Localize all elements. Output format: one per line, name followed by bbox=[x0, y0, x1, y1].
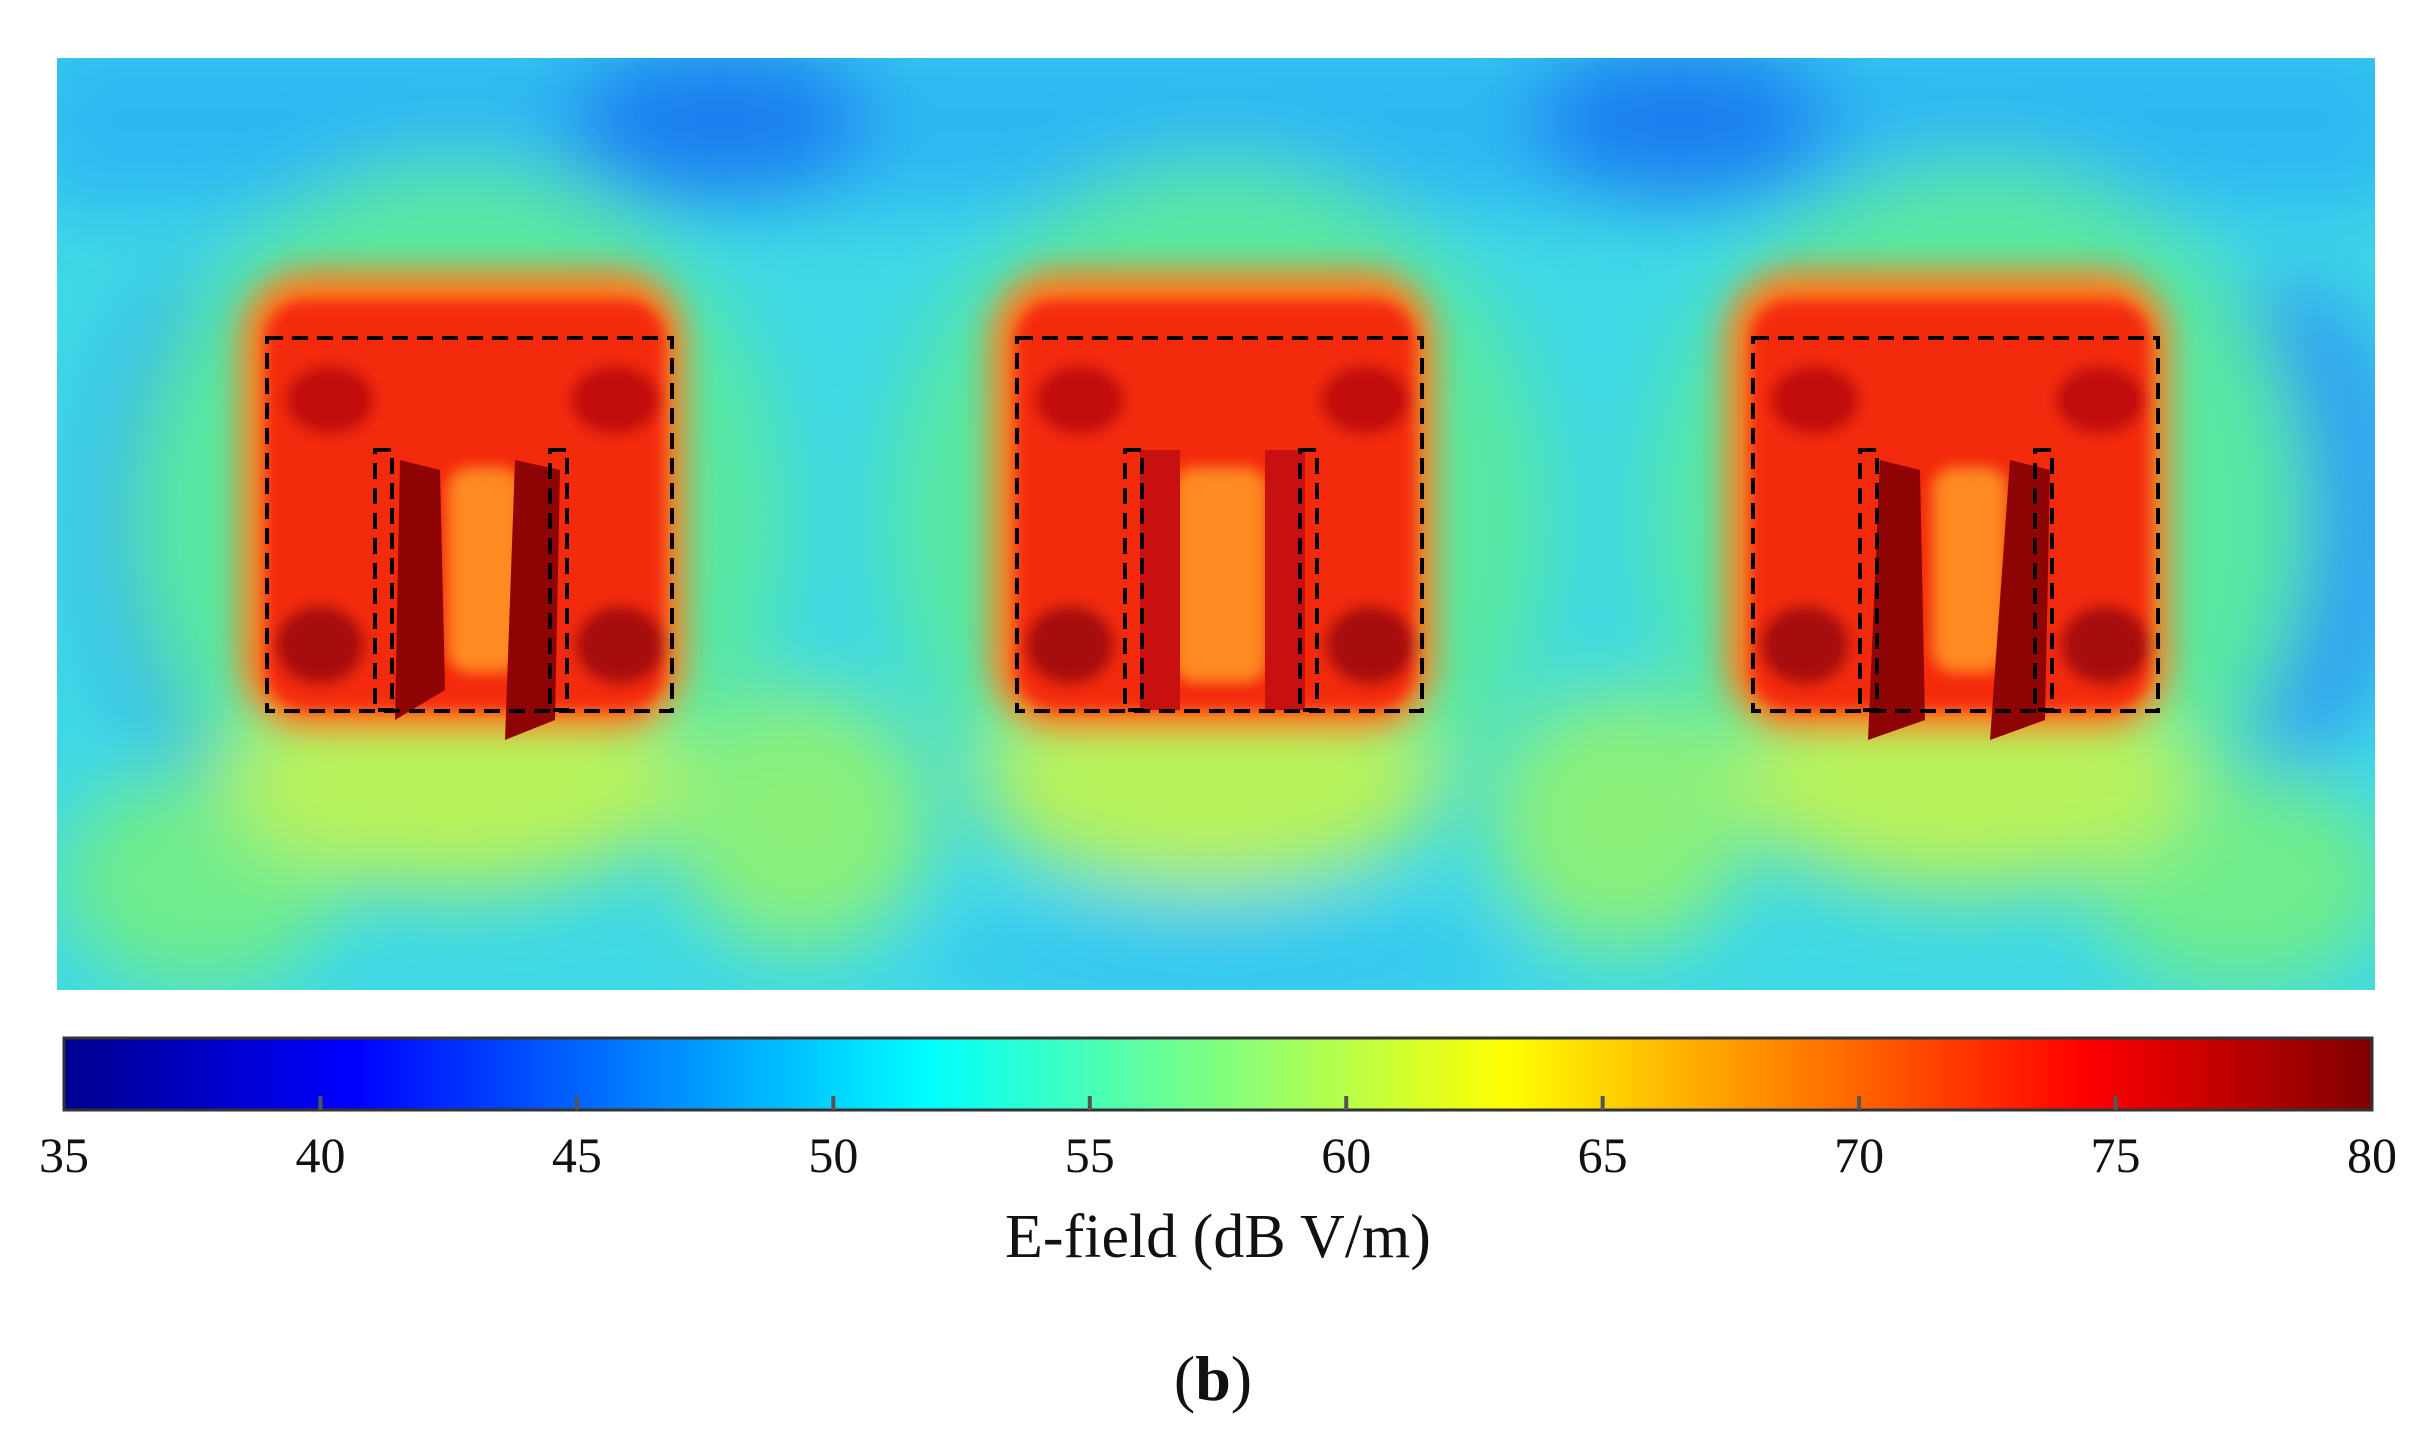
colorbar-title: E-field (dB V/m) bbox=[1005, 1203, 1431, 1271]
colorbar-tick-label: 40 bbox=[295, 1127, 345, 1183]
panel-label-letter: b bbox=[1195, 1343, 1231, 1414]
colorbar: 35 40 45 50 55 60 65 70 75 80 E-field (dB V/m) bbox=[39, 1036, 2397, 1271]
colorbar-gradient-bar bbox=[62, 1036, 2374, 1112]
colorbar-tick-label: 60 bbox=[1321, 1127, 1371, 1183]
colorbar-tick-label: 55 bbox=[1065, 1127, 1115, 1183]
panel-label-close: ) bbox=[1231, 1343, 1252, 1414]
colorbar-tick-label: 70 bbox=[1834, 1127, 1884, 1183]
panel-label: (b) bbox=[1174, 1343, 1252, 1414]
field-map bbox=[57, 58, 2375, 990]
device-outlines bbox=[265, 336, 2160, 713]
panel-label-open: ( bbox=[1174, 1343, 1195, 1414]
hotspot-1 bbox=[240, 270, 685, 740]
colorbar-tick-label: 75 bbox=[2091, 1127, 2141, 1183]
hotspot-2 bbox=[990, 270, 1435, 730]
colorbar-tick-label: 65 bbox=[1578, 1127, 1628, 1183]
colorbar-ticks: 35 40 45 50 55 60 65 70 75 80 bbox=[39, 1096, 2397, 1183]
colorbar-tick-label: 35 bbox=[39, 1127, 89, 1183]
colorbar-tick-label: 45 bbox=[552, 1127, 602, 1183]
hotspot-3 bbox=[1725, 270, 2170, 740]
colorbar-tick-label: 80 bbox=[2347, 1127, 2397, 1183]
colorbar-tick-label: 50 bbox=[808, 1127, 858, 1183]
